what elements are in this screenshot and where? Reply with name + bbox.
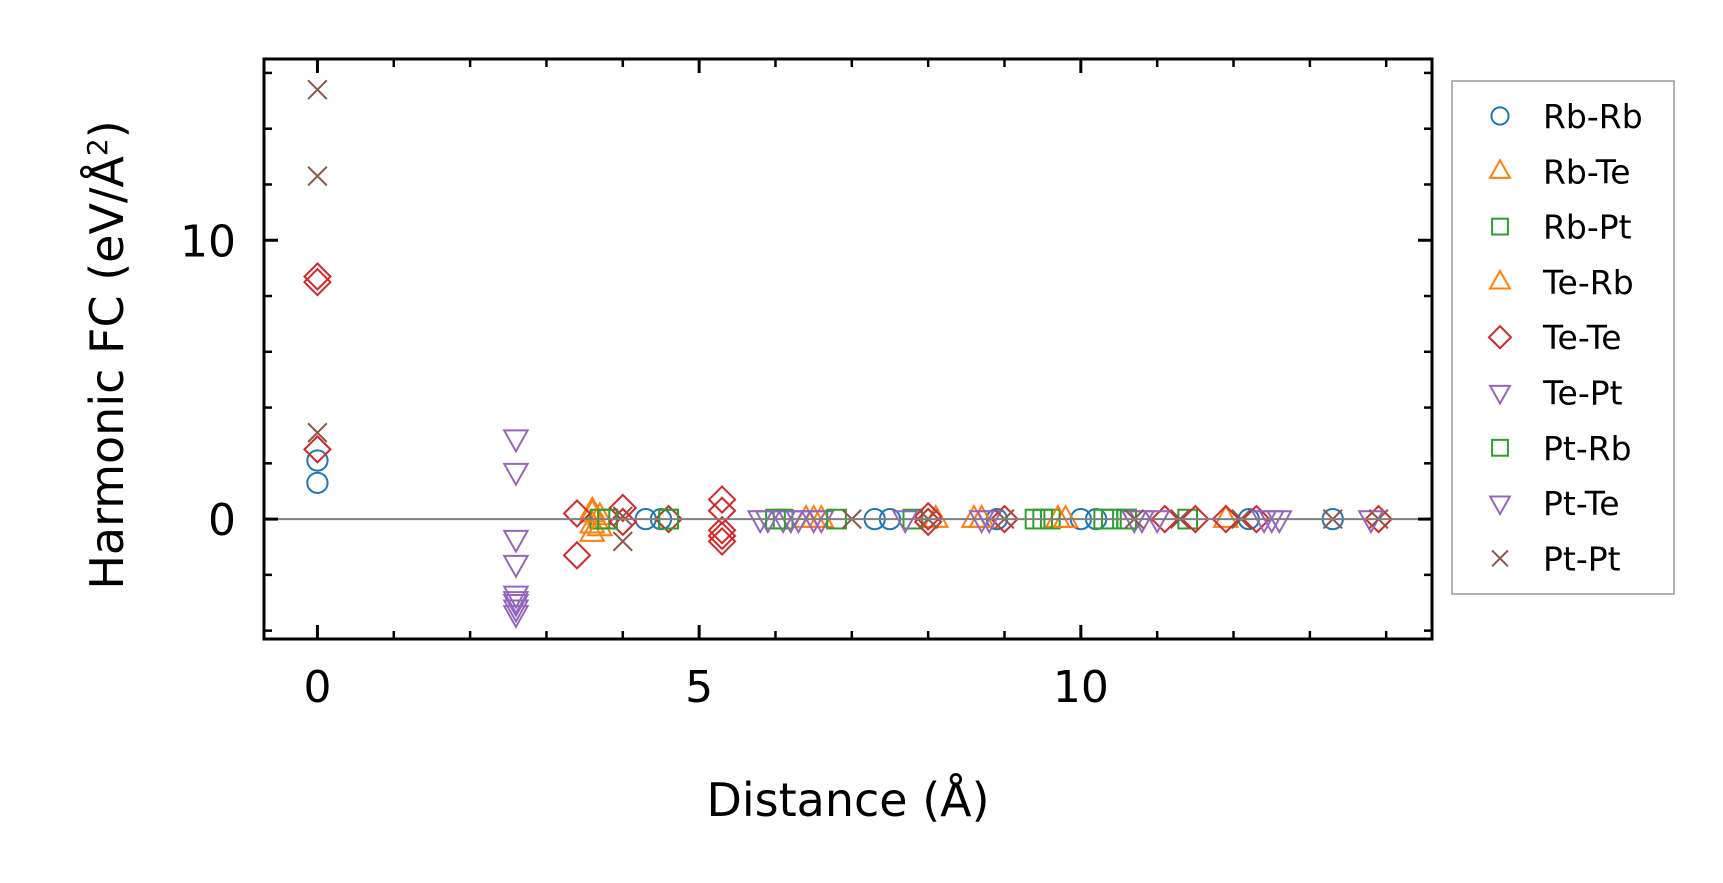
data-point <box>1212 504 1240 528</box>
legend: Rb-Rb Rb-Te Rb-Pt Te-Rb Te-Te Te-Pt Pt-Rb Pt-Te… <box>1451 80 1675 595</box>
y-tick-label: 10 <box>180 216 236 267</box>
plot-marks <box>303 79 1393 629</box>
legend-label-rb-rb: Rb-Rb <box>1543 97 1643 136</box>
legend-label-te-te: Te-Te <box>1542 318 1622 357</box>
legend-marker-pt-te <box>1488 495 1512 517</box>
data-point <box>1143 510 1171 535</box>
data-point <box>502 591 530 616</box>
data-point <box>307 79 328 100</box>
data-point <box>502 429 530 454</box>
data-point <box>707 521 737 551</box>
data-point <box>707 526 737 556</box>
data-point <box>306 449 329 472</box>
data-point <box>502 585 530 610</box>
x-tick-label: 0 <box>303 662 331 713</box>
legend-label-pt-te: Pt-Te <box>1543 484 1620 523</box>
legend-label-te-pt: Te-Pt <box>1542 374 1623 413</box>
data-point <box>306 471 329 494</box>
data-point <box>913 501 943 531</box>
data-point <box>502 462 530 487</box>
x-tick-label: 10 <box>1053 662 1109 713</box>
x-axis-label: Distance (Å) <box>706 773 989 827</box>
data-point <box>1180 504 1210 534</box>
legend-marker-te-te <box>1487 324 1513 350</box>
series-pt-te <box>502 510 1286 616</box>
data-point <box>913 507 943 537</box>
data-point <box>562 540 592 570</box>
legend-marker-te-pt <box>1488 384 1512 406</box>
data-point <box>612 531 633 552</box>
data-point <box>975 510 1003 535</box>
data-point <box>1364 504 1393 534</box>
plot-frame <box>262 57 1434 641</box>
data-point <box>608 493 638 523</box>
data-point <box>891 510 919 535</box>
y-axis-label-main: Harmonic FC (eV/Å <box>80 156 134 590</box>
legend-marker-rb-te <box>1488 158 1512 179</box>
data-point <box>1211 504 1241 534</box>
data-point <box>303 262 332 291</box>
data-point <box>502 605 530 629</box>
data-point <box>586 512 614 537</box>
legend-label-pt-pt: Pt-Pt <box>1543 539 1621 578</box>
data-point <box>707 515 737 545</box>
data-point <box>990 504 1019 534</box>
data-point <box>784 510 812 535</box>
data-point <box>754 510 782 535</box>
data-point <box>303 267 332 297</box>
data-point <box>968 504 996 528</box>
data-point <box>608 507 638 537</box>
plot-axes: 0 5 10 0 10 <box>180 59 1432 713</box>
data-point <box>578 517 606 542</box>
data-point <box>586 501 614 526</box>
data-point <box>707 485 737 514</box>
data-point <box>1150 504 1180 534</box>
legend-marker-te-rb <box>1488 268 1512 290</box>
data-point <box>562 499 592 528</box>
data-point <box>303 434 332 464</box>
data-point <box>307 166 328 187</box>
legend-marker-rb-pt <box>1491 217 1509 236</box>
series-te-te <box>303 262 1393 570</box>
legend-label-rb-pt: Rb-Pt <box>1543 208 1632 247</box>
data-point <box>1258 510 1286 535</box>
y-axis-label-close: ) <box>80 120 134 138</box>
series-pt-pt <box>307 79 1389 552</box>
series-rb-rb <box>306 449 1344 531</box>
data-point <box>502 529 530 554</box>
data-point <box>502 554 530 579</box>
data-point <box>307 422 328 443</box>
legend-marker-rb-rb <box>1490 106 1510 126</box>
y-axis-label-superscript: 2 <box>81 138 114 156</box>
legend-label-te-rb: Te-Rb <box>1542 263 1634 302</box>
data-point <box>1242 504 1271 534</box>
y-tick-label: 0 <box>208 495 236 546</box>
data-point <box>612 506 633 527</box>
data-point <box>1265 510 1293 535</box>
x-tick-label: 5 <box>685 662 713 713</box>
y-axis-label: Harmonic FC (eV/Å2) <box>80 120 134 589</box>
legend-label-pt-rb: Pt-Rb <box>1543 429 1632 468</box>
data-point <box>502 599 530 624</box>
legend-marker-pt-rb <box>1491 438 1509 457</box>
legend-label-rb-te: Rb-Te <box>1543 152 1631 191</box>
legend-marker-pt-pt <box>1491 549 1509 568</box>
